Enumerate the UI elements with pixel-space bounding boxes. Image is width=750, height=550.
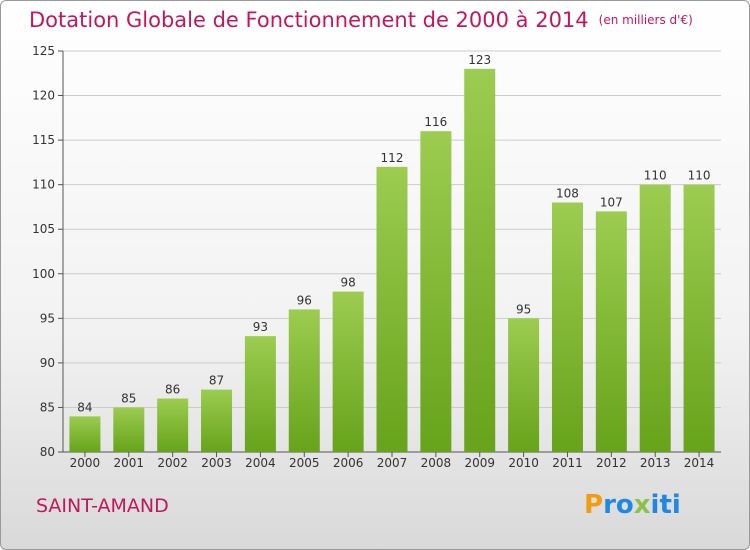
bar-value-label: 98 <box>340 276 355 290</box>
y-tick-label: 90 <box>40 356 55 370</box>
y-tick-label: 95 <box>40 311 55 325</box>
bar <box>157 398 189 452</box>
x-tick-label: 2001 <box>114 456 145 470</box>
bar <box>69 416 101 452</box>
bar <box>420 131 452 452</box>
logo-letter: P <box>584 490 604 520</box>
x-tick-label: 2006 <box>333 456 364 470</box>
bar <box>683 184 715 452</box>
bar-value-label: 95 <box>516 302 531 316</box>
y-tick-label: 120 <box>32 89 55 103</box>
x-tick-label: 2000 <box>70 456 101 470</box>
logo-letter: t <box>659 490 672 520</box>
bar-value-label: 107 <box>600 195 623 209</box>
x-tick-label: 2008 <box>421 456 452 470</box>
bar <box>113 407 145 452</box>
bar-value-label: 87 <box>209 374 224 388</box>
x-tick-label: 2011 <box>552 456 583 470</box>
bar <box>639 184 671 452</box>
bar <box>332 291 364 452</box>
x-tick-label: 2005 <box>289 456 320 470</box>
bar-value-label: 108 <box>556 186 579 200</box>
y-tick-label: 115 <box>32 133 55 147</box>
bar <box>201 389 233 452</box>
bar-value-label: 110 <box>644 169 667 183</box>
x-tick-label: 2014 <box>684 456 715 470</box>
bar <box>595 211 627 452</box>
y-tick-label: 125 <box>32 44 55 58</box>
bar <box>464 68 496 453</box>
x-tick-label: 2009 <box>464 456 495 470</box>
bar <box>288 309 320 452</box>
y-tick-label: 80 <box>40 445 55 459</box>
logo-letter: x <box>633 490 651 520</box>
logo-letter: i <box>650 490 660 520</box>
bar-value-label: 123 <box>468 53 491 67</box>
y-tick-label: 85 <box>40 400 55 414</box>
x-tick-label: 2004 <box>245 456 276 470</box>
x-tick-label: 2002 <box>157 456 188 470</box>
logo-letter: o <box>615 490 634 520</box>
city-label: SAINT-AMAND <box>36 495 169 517</box>
bar-value-label: 96 <box>297 293 312 307</box>
bar-value-label: 86 <box>165 383 180 397</box>
logo-letter: r <box>603 490 616 520</box>
bar-value-label: 112 <box>381 151 404 165</box>
bar-value-label: 85 <box>121 391 136 405</box>
x-tick-label: 2013 <box>640 456 671 470</box>
x-tick-label: 2007 <box>377 456 408 470</box>
logo-letter: i <box>671 490 681 520</box>
x-tick-label: 2003 <box>201 456 232 470</box>
title-unit: (en milliers d'€) <box>598 13 693 27</box>
proxiti-logo: Proxiti <box>584 490 681 520</box>
y-tick-label: 105 <box>32 222 55 236</box>
chart-title: Dotation Globale de Fonctionnement de 20… <box>29 8 693 32</box>
x-tick-label: 2010 <box>508 456 539 470</box>
bar-value-label: 93 <box>253 320 268 334</box>
bar-value-label: 116 <box>424 115 447 129</box>
bar <box>244 336 276 452</box>
bar <box>508 318 540 452</box>
bar <box>376 166 408 452</box>
x-tick-label: 2012 <box>596 456 627 470</box>
bar-value-label: 84 <box>77 400 92 414</box>
y-tick-label: 110 <box>32 178 55 192</box>
bar <box>551 202 583 452</box>
y-tick-label: 100 <box>32 267 55 281</box>
bar-value-label: 110 <box>688 169 711 183</box>
title-text: Dotation Globale de Fonctionnement de 20… <box>29 8 589 32</box>
